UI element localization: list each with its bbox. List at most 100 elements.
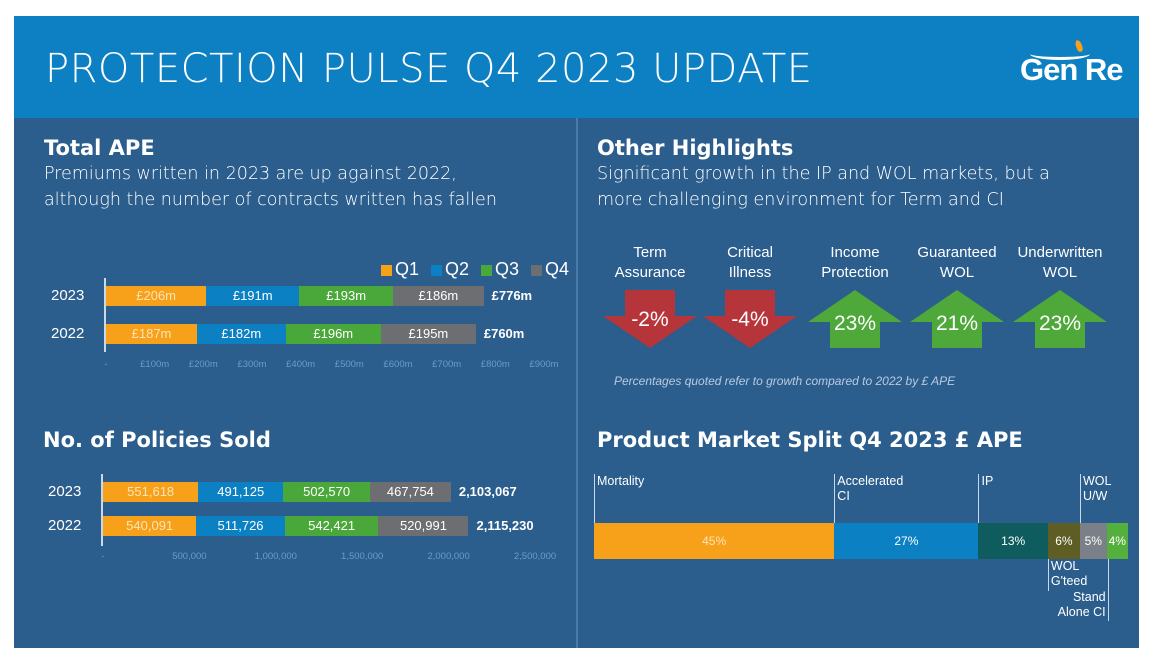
market-split-title: Product Market Split Q4 2023 £ APE xyxy=(597,428,1023,452)
ape-title: Total APE xyxy=(44,136,155,160)
x-tick-label: £300m xyxy=(237,359,267,370)
x-tick-label: £100m xyxy=(140,359,170,370)
bar-q3-2022: £196m xyxy=(285,324,381,344)
label-line: Protection xyxy=(821,264,889,281)
x-tick-label: £400m xyxy=(286,359,316,370)
header: PROTECTION PULSE Q4 2023 UPDATE Gen Re xyxy=(14,16,1139,118)
bar-q3-2023: 502,570 xyxy=(283,482,371,502)
category-label: 2022 xyxy=(48,517,82,534)
infographic-panel: PROTECTION PULSE Q4 2023 UPDATE Gen Re T… xyxy=(14,16,1139,648)
footnote: Percentages quoted refer to growth compa… xyxy=(614,374,956,388)
label-line: Mortality xyxy=(597,474,645,488)
bar-q3-2022: 542,421 xyxy=(284,516,379,536)
bar-q1-2022: £187m xyxy=(106,324,197,344)
label-line: WOL xyxy=(1042,264,1078,281)
label-line: Critical xyxy=(727,244,773,261)
segment-label: Accelerated CI xyxy=(834,474,903,523)
legend-swatch xyxy=(480,264,492,276)
label-line: Illness xyxy=(728,264,772,281)
bar-q1-2023: 551,618 xyxy=(103,482,199,502)
highlights-subtitle: Significant growth in the IP and WOL mar… xyxy=(597,164,1050,210)
ape-subtitle: Premiums written in 2023 are up against … xyxy=(44,164,497,210)
label-line: Assurance xyxy=(614,264,686,281)
arrow-up-icon: 21% xyxy=(910,290,1004,348)
label-line: Underwritten xyxy=(1017,244,1103,261)
highlight-value: 23% xyxy=(833,312,877,335)
label-line: Alone CI xyxy=(1057,605,1106,619)
segment-accelerated-ci: 27% xyxy=(834,523,979,559)
x-tick-label: 500,000 xyxy=(172,551,207,562)
bar-q2-2023: 491,125 xyxy=(198,482,284,502)
label-line: Guaranteed xyxy=(917,244,997,261)
legend-swatch xyxy=(430,264,442,276)
bar-q3-2023: £193m xyxy=(299,286,394,306)
highlight-label: Underwritten WOL xyxy=(1010,243,1110,283)
bar-q4-2023: £186m xyxy=(393,286,484,306)
category-label: 2023 xyxy=(51,287,85,304)
label-line: WOL xyxy=(939,264,975,281)
x-tick-label: £600m xyxy=(383,359,413,370)
legend-item-q4: Q4 xyxy=(530,259,569,280)
legend-swatch xyxy=(380,264,392,276)
highlight-value: -2% xyxy=(631,308,669,331)
bar-q4-2022: 520,991 xyxy=(378,516,469,536)
category-label: 2022 xyxy=(51,325,85,342)
bar-q4-2023: 467,754 xyxy=(370,482,451,502)
x-tick-label: 2,000,000 xyxy=(427,551,470,562)
x-tick-label: £800m xyxy=(480,359,510,370)
legend-item-q1: Q1 xyxy=(380,259,419,280)
legend-item-q3: Q3 xyxy=(480,259,519,280)
label-line: U/W xyxy=(1082,489,1108,503)
x-tick-label: £700m xyxy=(432,359,462,370)
arrow-down-icon: -2% xyxy=(603,290,697,348)
x-tick-label: 2,500,000 xyxy=(513,551,557,562)
x-tick-label: 1,000,000 xyxy=(254,551,297,562)
highlight-label: Critical Illness xyxy=(700,243,800,283)
segment-stand-alone-ci: 4% xyxy=(1106,523,1128,559)
bar-q2-2022: 511,726 xyxy=(196,516,285,536)
highlight-label: Income Protection xyxy=(805,243,905,283)
gen-re-logo: Gen Re xyxy=(1020,39,1124,88)
segment-label: Stand Alone CI xyxy=(1045,559,1109,621)
label-line: Income xyxy=(830,244,880,261)
bar-q2-2022: £182m xyxy=(197,324,286,344)
category-label: 2023 xyxy=(48,483,82,500)
x-tick-label: £500m xyxy=(334,359,364,370)
highlight-label: Term Assurance xyxy=(600,243,700,283)
label-line: Term xyxy=(633,244,667,261)
label-line: IP xyxy=(981,474,994,488)
bar-q1-2023: £206m xyxy=(106,286,207,306)
total-label: £776m xyxy=(491,288,533,303)
segment-wol-u-w: 5% xyxy=(1079,523,1107,559)
arrow-up-icon: 23% xyxy=(808,290,902,348)
segment-ip: 13% xyxy=(978,523,1048,559)
segment-label: IP xyxy=(978,474,993,523)
divider xyxy=(576,118,578,648)
x-tick-label: 1,500,000 xyxy=(341,551,384,562)
highlight-label: Guaranteed WOL xyxy=(907,243,1007,283)
label-line: Accelerated xyxy=(837,474,904,488)
policies-title: No. of Policies Sold xyxy=(43,428,271,452)
total-label: 2,103,067 xyxy=(458,484,517,499)
label-line: CI xyxy=(837,489,850,503)
total-label: £760m xyxy=(483,326,525,341)
x-tick-label: £900m xyxy=(529,359,559,370)
bar-q4-2022: £195m xyxy=(380,324,476,344)
highlights-title: Other Highlights xyxy=(597,136,794,160)
total-label: 2,115,230 xyxy=(476,518,534,533)
y-axis-line xyxy=(101,474,103,546)
segment-mortality: 45% xyxy=(594,523,835,559)
arrow-down-icon: -4% xyxy=(703,290,797,348)
highlight-value: -4% xyxy=(731,308,769,331)
y-axis-line xyxy=(104,278,106,352)
legend-item-q2: Q2 xyxy=(430,259,469,280)
arrow-up-icon: 23% xyxy=(1013,290,1107,348)
segment-label: WOL G'teed xyxy=(1047,559,1087,591)
chart-legend: Q1 Q2 Q3 Q4 xyxy=(380,259,569,280)
x-tick-label: - xyxy=(101,551,105,562)
page-title: PROTECTION PULSE Q4 2023 UPDATE xyxy=(45,46,813,92)
x-tick-label: £200m xyxy=(188,359,218,370)
segment-label: Mortality xyxy=(594,474,644,523)
label-line: WOL xyxy=(1050,559,1080,573)
bar-q2-2023: £191m xyxy=(206,286,300,306)
